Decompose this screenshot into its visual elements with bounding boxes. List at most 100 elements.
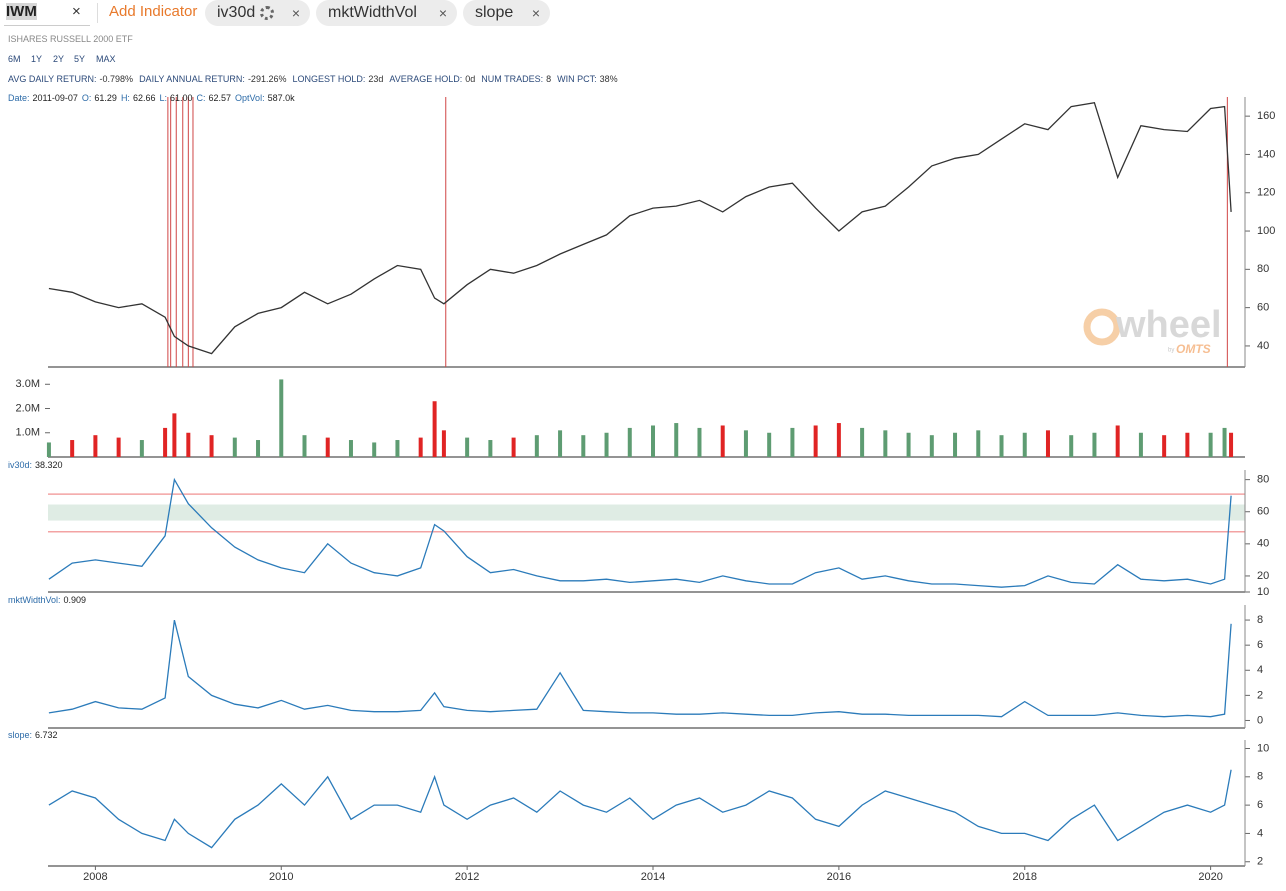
volume-bar — [720, 425, 725, 457]
volume-bar — [139, 440, 144, 457]
series-line — [48, 477, 1232, 588]
volume-bar — [1222, 427, 1227, 457]
ticker-input[interactable]: IWM × — [4, 0, 90, 26]
volume-bar — [163, 427, 168, 457]
volume-bar — [172, 413, 177, 457]
stat: AVERAGE HOLD: 0d — [389, 74, 475, 84]
x-tick-label: 2014 — [641, 871, 665, 883]
volume-bar — [186, 432, 191, 457]
indicator-name: slope — [475, 4, 514, 21]
divider — [97, 3, 98, 23]
security-name: ISHARES RUSSELL 2000 ETF — [8, 34, 133, 44]
range-button[interactable]: MAX — [96, 54, 116, 64]
y-tick-label: 60 — [1257, 302, 1269, 314]
quote-value: 61.29 — [94, 93, 117, 103]
stat-label: LONGEST HOLD: — [292, 74, 366, 84]
x-tick-label: 2018 — [1013, 871, 1037, 883]
y-tick-label: 2.0M — [16, 402, 40, 414]
range-button[interactable]: 5Y — [74, 54, 86, 64]
y-tick-label: 4 — [1257, 827, 1263, 839]
quote-label: H: — [120, 93, 130, 103]
volume-bar — [302, 435, 307, 457]
quote-label: OptVol: — [235, 93, 265, 103]
quote-label: C: — [196, 93, 206, 103]
volume-bar — [604, 432, 609, 457]
range-button[interactable]: 2Y — [53, 54, 65, 64]
indicator-value: 38.320 — [35, 460, 63, 470]
indicator-label: iv30d: 38.320 — [8, 460, 63, 470]
volume-bar — [488, 440, 493, 457]
volume-bar — [1022, 432, 1027, 457]
x-tick-label: 2020 — [1198, 871, 1222, 883]
volume-bar — [929, 435, 934, 457]
volume-bar — [767, 432, 772, 457]
y-tick-label: 40 — [1257, 538, 1269, 550]
add-indicator[interactable]: Add Indicator — [109, 3, 198, 20]
volume-bar — [70, 440, 75, 457]
y-tick-label: 80 — [1257, 263, 1269, 275]
y-tick-label: 60 — [1257, 506, 1269, 518]
settings-icon[interactable] — [260, 6, 275, 20]
indicator-label: mktWidthVol: 0.909 — [8, 595, 86, 605]
range-button[interactable]: 1Y — [31, 54, 43, 64]
y-tick-label: 3.0M — [16, 378, 40, 390]
volume-bar — [558, 430, 563, 457]
volume-bar — [790, 427, 795, 457]
y-tick-label: 10 — [1257, 742, 1269, 754]
volume-bar — [93, 435, 98, 457]
reference-band — [48, 504, 1245, 521]
y-tick-label: 20 — [1257, 570, 1269, 582]
y-tick-label: 120 — [1257, 187, 1275, 199]
y-tick-label: 10 — [1257, 586, 1269, 598]
volume-bar — [999, 435, 1004, 457]
x-tick-label: 2016 — [827, 871, 851, 883]
clear-button[interactable]: × — [72, 3, 81, 20]
indicator-pill[interactable]: mktWidthVol × — [316, 0, 457, 26]
x-tick-label: 2010 — [269, 871, 293, 883]
y-tick-label: 4 — [1257, 664, 1263, 676]
range-button[interactable]: 6M — [8, 54, 21, 64]
volume-bar — [1185, 432, 1190, 457]
volume-bar — [627, 427, 632, 457]
volume-bar — [674, 423, 679, 457]
indicator-pill[interactable]: iv30d × — [205, 0, 310, 26]
volume-bar — [813, 425, 818, 457]
volume-bar — [906, 432, 911, 457]
stat-label: NUM TRADES: — [481, 74, 544, 84]
volume-bar — [1045, 430, 1050, 457]
volume-bar — [348, 440, 353, 457]
remove-indicator[interactable]: × — [531, 5, 540, 21]
volume-bar — [697, 427, 702, 457]
y-tick-label: 8 — [1257, 771, 1263, 783]
volume-bar — [256, 440, 261, 457]
y-tick-label: 100 — [1257, 225, 1275, 237]
quote-label: L: — [159, 93, 167, 103]
y-tick-label: 80 — [1257, 474, 1269, 486]
y-tick-label: 2 — [1257, 856, 1263, 868]
remove-indicator[interactable]: × — [438, 5, 447, 21]
volume-bar — [372, 442, 377, 457]
indicator-pill[interactable]: slope × — [463, 0, 550, 26]
quote-label: Date: — [8, 93, 30, 103]
y-tick-label: 6 — [1257, 799, 1263, 811]
watermark-by: by — [1168, 348, 1174, 354]
stat-value: -0.798% — [99, 74, 134, 84]
y-tick-label: 40 — [1257, 340, 1269, 352]
stat-value: 8 — [546, 74, 552, 84]
remove-indicator[interactable]: × — [291, 5, 300, 21]
indicator-name: iv30d: — [8, 460, 32, 470]
volume-bar — [743, 430, 748, 457]
indicator-label: slope: 6.732 — [8, 730, 58, 740]
stat: LONGEST HOLD: 23d — [292, 74, 383, 84]
volume-bar — [1092, 432, 1097, 457]
stat-label: WIN PCT: — [557, 74, 597, 84]
volume-bar — [279, 379, 284, 457]
volume-bar — [441, 430, 446, 457]
quote-label: O: — [81, 93, 92, 103]
volume-bar — [1208, 432, 1213, 457]
y-tick-label: 0 — [1257, 714, 1263, 726]
volume-bar — [651, 425, 656, 457]
volume-bar — [511, 437, 516, 457]
volume-bar — [232, 437, 237, 457]
